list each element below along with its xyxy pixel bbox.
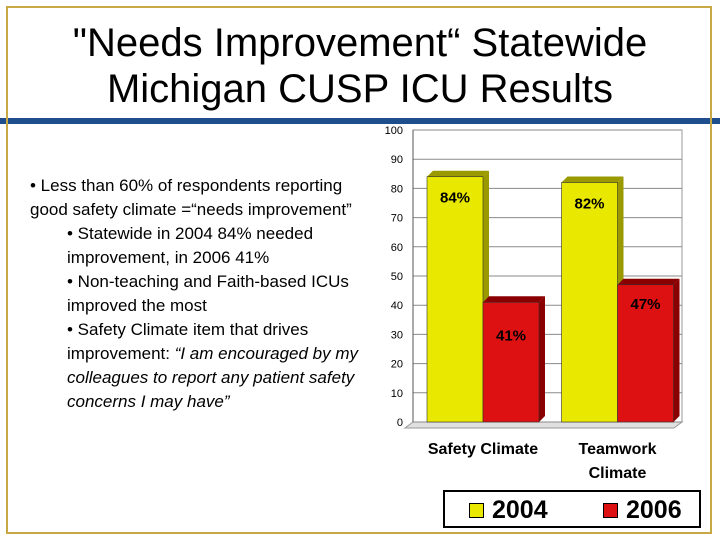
title-line-2: Michigan CUSP ICU Results — [106, 67, 614, 111]
data-label: 41% — [496, 327, 526, 344]
bar-2004 — [561, 182, 618, 423]
bullet-item: • Statewide in 2004 84% needed improveme… — [67, 224, 314, 267]
y-tick-label: 90 — [391, 154, 403, 166]
bar-side — [539, 296, 545, 422]
x-tick-label: Safety Climate — [428, 441, 538, 458]
bullet-list: • Less than 60% of respondents reporting… — [30, 174, 380, 414]
bullet-text: • Safety Climate item that drives improv… — [67, 320, 309, 363]
bullet-item: • Less than 60% of respondents reporting… — [30, 176, 352, 219]
bar-2006 — [482, 301, 540, 423]
title-line-1: "Needs Improvement“ Statewide — [72, 21, 648, 65]
y-tick-label: 30 — [391, 329, 403, 341]
y-tick-label: 10 — [391, 388, 403, 400]
y-tick-label: 20 — [391, 359, 403, 371]
legend-item-2006: 2006 — [603, 496, 682, 525]
data-label: 82% — [574, 196, 604, 213]
y-tick-label: 80 — [391, 183, 403, 195]
bar-top — [561, 176, 624, 183]
bar-2006 — [617, 284, 674, 423]
legend-label-2006: 2006 — [626, 496, 682, 524]
chart-legend: 2004 2006 — [443, 490, 701, 528]
header-rule — [0, 118, 720, 124]
legend-label-2004: 2004 — [492, 496, 548, 524]
bar-top — [617, 278, 680, 285]
x-tick-label: Climate — [589, 465, 647, 482]
legend-swatch-2006 — [603, 503, 618, 518]
bar-side — [673, 278, 680, 422]
y-tick-label: 40 — [391, 300, 403, 312]
quote-text: “I am encouraged by my colleagues to rep… — [67, 344, 359, 411]
chart-floor — [403, 421, 684, 429]
bullet-item: • Safety Climate item that drives improv… — [30, 318, 380, 414]
y-tick-label: 60 — [391, 242, 403, 254]
bullet-item: • Non-teaching and Faith-based ICUs impr… — [67, 272, 349, 315]
slide-frame — [6, 6, 712, 534]
slide-title: "Needs Improvement“ Statewide Michigan C… — [10, 20, 710, 112]
data-label: 47% — [630, 296, 660, 313]
y-tick-label: 0 — [397, 417, 403, 429]
legend-item-2004: 2004 — [469, 496, 548, 525]
bar-chart: 0 10 20 30 40 50 60 70 80 90 100 84% 41% Safety Clima… — [385, 125, 684, 482]
legend-swatch-2004 — [469, 503, 484, 518]
x-tick-label: Teamwork — [579, 441, 657, 458]
data-label: 84% — [440, 190, 470, 207]
bar-top — [427, 170, 489, 177]
y-tick-label: 100 — [385, 125, 403, 137]
bar-2004 — [426, 176, 484, 423]
y-tick-label: 70 — [391, 213, 403, 225]
bar-top — [483, 296, 545, 303]
y-tick-label: 50 — [391, 271, 403, 283]
